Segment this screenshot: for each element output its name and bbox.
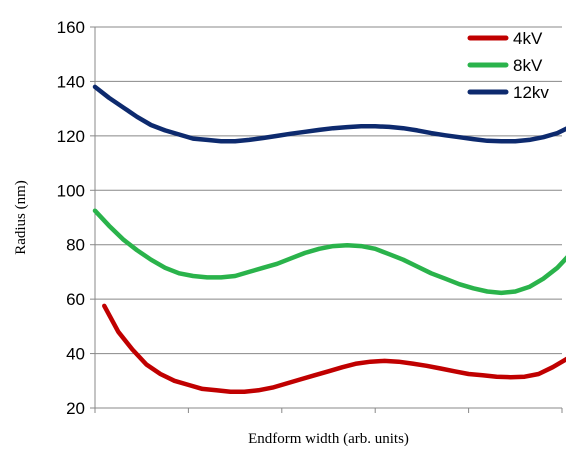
- series-group: [92, 84, 566, 394]
- x-axis-ticks: [94, 408, 563, 413]
- y-tick-label: 60: [66, 290, 85, 309]
- legend-label-8kv: 8kV: [513, 56, 543, 75]
- legend-label-4kv: 4kV: [513, 29, 543, 48]
- y-tick-label: 20: [66, 399, 85, 418]
- y-tick-label: 120: [57, 127, 85, 146]
- y-axis-ticks: 20 40 60 80 100 120 140 160: [57, 18, 95, 418]
- gridlines: [95, 26, 562, 355]
- legend-label-12kv: 12kv: [513, 83, 549, 102]
- series-line-12kv: [92, 84, 566, 144]
- legend: 4kV 8kV 12kv: [467, 29, 549, 102]
- y-tick-label: 40: [66, 345, 85, 364]
- y-axis-label: Radius (nm): [13, 180, 29, 255]
- x-axis-label: Endform width (arb. units): [248, 431, 409, 447]
- y-tick-label: 140: [57, 72, 85, 91]
- y-tick-label: 160: [57, 18, 85, 37]
- y-tick-label: 100: [57, 181, 85, 200]
- axes: [94, 27, 562, 409]
- y-tick-label: 80: [66, 236, 85, 255]
- series-line-8kv: [92, 208, 566, 296]
- series-line-4kv: [102, 303, 566, 394]
